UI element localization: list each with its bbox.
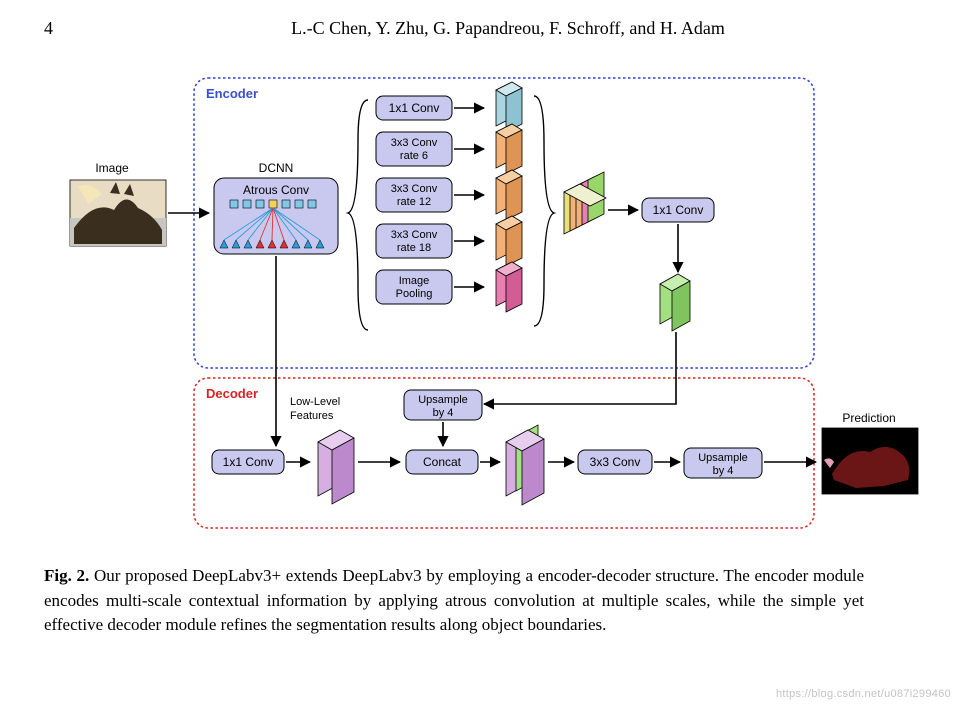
atrous-label: Atrous Conv bbox=[243, 183, 309, 197]
caption-text: Our proposed DeepLabv3+ extends DeepLabv… bbox=[44, 566, 864, 634]
op-3x3-r18-l1: 3x3 Conv bbox=[391, 229, 438, 241]
op-1x1conv-a-label: 1x1 Conv bbox=[389, 101, 440, 115]
dcnn-top-boxes bbox=[230, 200, 316, 208]
op-upsample-a-l2: by 4 bbox=[433, 407, 454, 419]
aspp-ops: 1x1 Conv 3x3 Conv rate 6 3x3 Conv rate 1… bbox=[376, 96, 452, 304]
op-3x3-r6-l1: 3x3 Conv bbox=[391, 137, 438, 149]
feat5 bbox=[496, 262, 522, 312]
op-3x3-r12-l2: rate 12 bbox=[397, 196, 431, 208]
image-label: Image bbox=[95, 161, 129, 175]
lowlevel-l1: Low-Level bbox=[290, 396, 340, 408]
dcnn-block: DCNN Atrous Conv bbox=[214, 161, 338, 254]
architecture-svg: Encoder Decoder Image DCNN Atrous bbox=[44, 60, 924, 540]
feat2 bbox=[496, 124, 522, 174]
op-upsample-b-l2: by 4 bbox=[713, 465, 734, 477]
caption-label: Fig. 2. bbox=[44, 566, 89, 585]
op-1x1conv-b-label: 1x1 Conv bbox=[653, 203, 704, 217]
decoder-title: Decoder bbox=[206, 386, 258, 401]
op-concat-label: Concat bbox=[423, 455, 462, 469]
authors-line: L.-C Chen, Y. Zhu, G. Papandreou, F. Sch… bbox=[128, 18, 888, 39]
brace-left bbox=[348, 100, 368, 330]
encoder-title: Encoder bbox=[206, 86, 258, 101]
op-1x1conv-c-label: 1x1 Conv bbox=[223, 455, 274, 469]
lowlevel-l2: Features bbox=[290, 410, 334, 422]
op-3x3-dec-label: 3x3 Conv bbox=[590, 455, 641, 469]
green-tensor bbox=[660, 274, 690, 331]
dcnn-triangles bbox=[220, 240, 324, 248]
op-3x3-r18-l2: rate 18 bbox=[397, 242, 431, 254]
merged-tensor bbox=[506, 425, 544, 505]
op-imgpool-l2: Pooling bbox=[396, 288, 433, 300]
concat-stack bbox=[564, 172, 606, 234]
page-number: 4 bbox=[44, 18, 53, 39]
op-upsample-b-l1: Upsample bbox=[698, 452, 748, 464]
lowlevel-tensor bbox=[318, 430, 354, 504]
feat1 bbox=[496, 82, 522, 132]
brace-right bbox=[534, 96, 554, 326]
input-image bbox=[70, 180, 166, 246]
aspp-features bbox=[496, 82, 522, 312]
architecture-figure: Encoder Decoder Image DCNN Atrous bbox=[44, 60, 924, 540]
op-upsample-a-l1: Upsample bbox=[418, 394, 468, 406]
op-3x3-r12-l1: 3x3 Conv bbox=[391, 183, 438, 195]
figure-caption: Fig. 2. Our proposed DeepLabv3+ extends … bbox=[44, 564, 864, 638]
watermark: https://blog.csdn.net/u087i299460 bbox=[776, 688, 951, 700]
op-3x3-r6-l2: rate 6 bbox=[400, 150, 428, 162]
prediction-image bbox=[822, 428, 918, 494]
prediction-label: Prediction bbox=[842, 411, 895, 425]
page-root: 4 L.-C Chen, Y. Zhu, G. Papandreou, F. S… bbox=[0, 0, 969, 708]
op-imgpool-l1: Image bbox=[399, 275, 430, 287]
feat3 bbox=[496, 170, 522, 220]
dcnn-label: DCNN bbox=[259, 161, 294, 175]
feat4 bbox=[496, 216, 522, 266]
